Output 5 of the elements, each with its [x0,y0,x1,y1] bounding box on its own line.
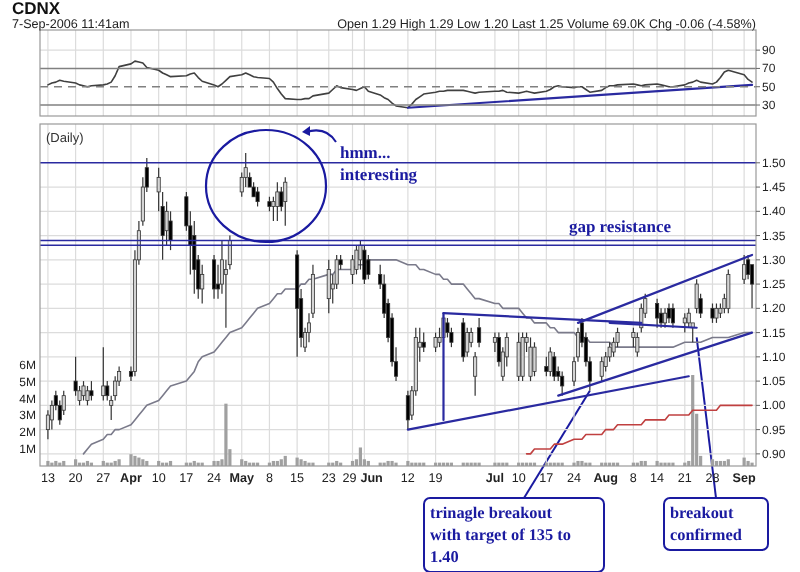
ref-line-label: gap resistance [568,216,672,237]
annotation: trinagle breakout with target of 135 to 1.40 [430,504,571,566]
annotation: breakout confirmed [670,504,743,544]
chart-title: CDNX [12,0,61,18]
annotation: hmm... interesting [340,142,419,184]
